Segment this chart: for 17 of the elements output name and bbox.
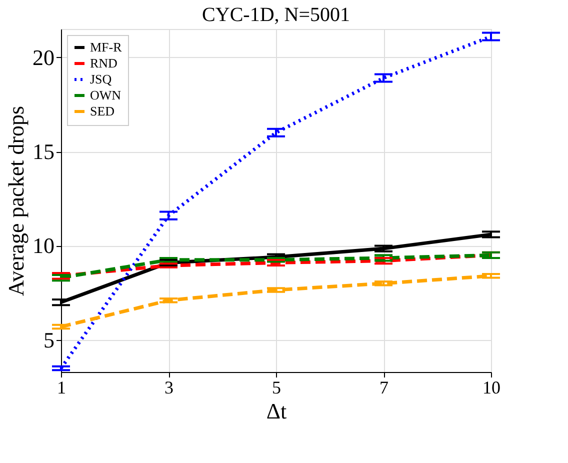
legend-label: JSQ bbox=[90, 72, 112, 86]
y-axis-title: Average packet drops bbox=[4, 106, 28, 296]
legend-label: OWN bbox=[90, 88, 122, 102]
x-tick-label: 5 bbox=[272, 378, 281, 398]
legend-label: SED bbox=[90, 104, 115, 118]
y-tick-label: 5 bbox=[44, 327, 54, 352]
x-tick-label: 7 bbox=[380, 378, 388, 398]
x-tick-label: 1 bbox=[57, 378, 66, 398]
legend-label: RND bbox=[90, 56, 118, 70]
y-tick-label: 20 bbox=[32, 44, 54, 70]
legend-label: MF-R bbox=[90, 40, 122, 54]
x-tick-label: 3 bbox=[164, 378, 174, 398]
x-tick-label: 10 bbox=[482, 378, 500, 398]
chart-title: CYC-1D, N=5001 bbox=[202, 4, 350, 26]
x-axis-title: Δt bbox=[266, 398, 287, 424]
y-tick-label: 10 bbox=[32, 233, 54, 258]
y-tick-label: 15 bbox=[32, 139, 54, 164]
